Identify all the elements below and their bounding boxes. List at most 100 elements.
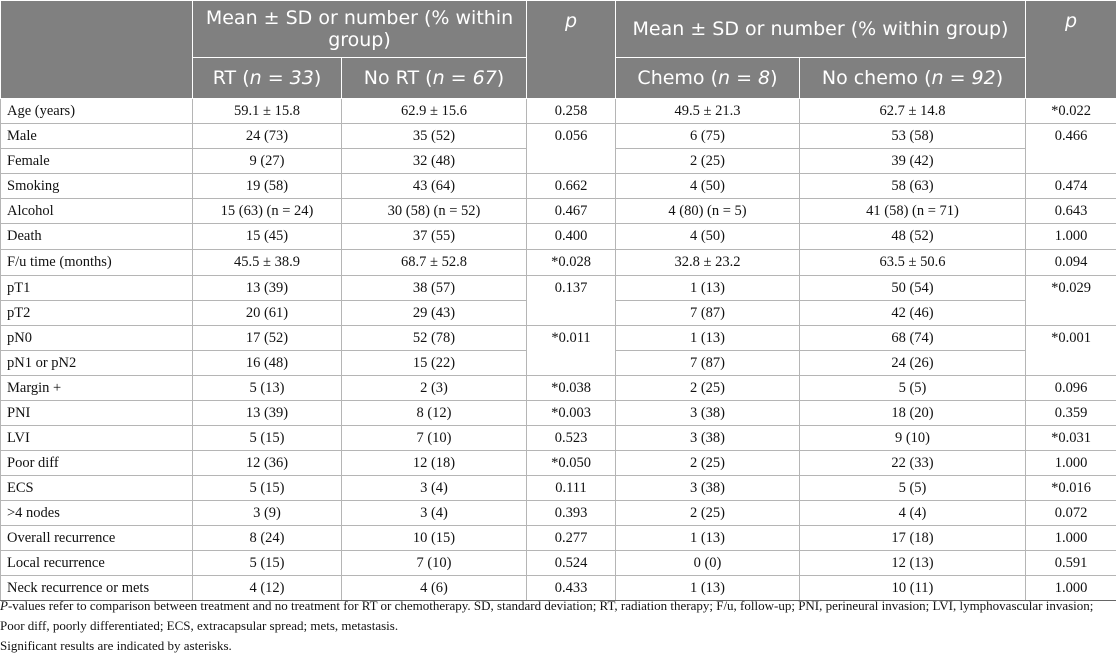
cell-rt: 4 (12) xyxy=(192,575,342,601)
cell-chemo: 7 (87) xyxy=(615,350,800,376)
cell-no-rt: 10 (15) xyxy=(341,525,527,551)
footnote-significance: Significant results are indicated by ast… xyxy=(0,638,232,653)
footnote-abbreviations-text: -values refer to comparison between trea… xyxy=(0,598,1094,633)
cell-p-chemo: 0.094 xyxy=(1025,249,1116,276)
row-label: Overall recurrence xyxy=(0,525,193,551)
cell-no-chemo: 18 (20) xyxy=(799,400,1026,426)
table-body: Age (years) 59.1 ± 15.8 62.9 ± 15.6 0.258 49… xyxy=(0,98,1116,601)
cell-no-chemo: 53 (58) xyxy=(799,123,1026,149)
header-group-rt: Mean ± SD or number (% within group) xyxy=(192,0,527,58)
table-row: Smoking 19 (58) 43 (64) 0.662 4 (50) 58 (63) 0… xyxy=(0,173,1116,199)
cell-no-rt: 12 (18) xyxy=(341,450,527,476)
cell-p-chemo: 0.643 xyxy=(1025,198,1116,224)
row-label: Death xyxy=(0,223,193,250)
cell-p-rt: 0.523 xyxy=(526,425,616,451)
cell-chemo: 3 (38) xyxy=(615,400,800,426)
cell-no-chemo: 9 (10) xyxy=(799,425,1026,451)
cell-rt: 8 (24) xyxy=(192,525,342,551)
header-no-rt: No RT (n = 67) xyxy=(341,57,527,99)
cell-no-rt: 37 (55) xyxy=(341,223,527,250)
cell-chemo: 0 (0) xyxy=(615,550,800,576)
cell-p-rt: 0.137 xyxy=(526,275,616,326)
cell-rt: 15 (45) xyxy=(192,223,342,250)
cell-chemo: 1 (13) xyxy=(615,575,800,601)
table-row: F/u time (months) 45.5 ± 38.9 68.7 ± 52.8 *… xyxy=(0,249,1116,276)
cell-chemo: 1 (13) xyxy=(615,525,800,551)
cell-p-rt: 0.277 xyxy=(526,525,616,551)
cell-p-rt: 0.056 xyxy=(526,123,616,174)
row-label: pN1 or pN2 xyxy=(0,350,193,376)
cell-no-chemo: 5 (5) xyxy=(799,375,1026,401)
header-rt-n: n = 33 xyxy=(249,67,314,89)
cell-rt: 5 (15) xyxy=(192,475,342,501)
cell-no-rt: 35 (52) xyxy=(341,123,527,149)
cell-p-chemo: 0.359 xyxy=(1025,400,1116,426)
header-chemo: Chemo (n = 8) xyxy=(615,57,800,99)
header-no-chemo: No chemo (n = 92) xyxy=(799,57,1026,99)
cell-chemo: 4 (50) xyxy=(615,173,800,199)
table-row: Neck recurrence or mets 4 (12) 4 (6) 0.433 1… xyxy=(0,575,1116,601)
table-row: ECS 5 (15) 3 (4) 0.111 3 (38) 5 (5) *0.016 xyxy=(0,475,1116,501)
row-label: pN0 xyxy=(0,325,193,351)
cell-p-chemo: 1.000 xyxy=(1025,575,1116,601)
cell-no-chemo: 42 (46) xyxy=(799,300,1026,326)
table-header: Mean ± SD or number (% within group) p M… xyxy=(0,0,1116,99)
cell-p-chemo: 0.072 xyxy=(1025,500,1116,526)
cell-p-chemo: *0.031 xyxy=(1025,425,1116,451)
cell-p-chemo: 0.466 xyxy=(1025,123,1116,174)
table-row: Age (years) 59.1 ± 15.8 62.9 ± 15.6 0.258 49… xyxy=(0,98,1116,124)
table-row: pT2 20 (61) 29 (43) 7 (87) 42 (46) xyxy=(0,300,1116,326)
cell-chemo: 2 (25) xyxy=(615,500,800,526)
header-p-rt: p xyxy=(526,0,616,99)
cell-no-rt: 8 (12) xyxy=(341,400,527,426)
cell-p-chemo: 0.096 xyxy=(1025,375,1116,401)
cell-p-rt: 0.467 xyxy=(526,198,616,224)
table-row: Overall recurrence 8 (24) 10 (15) 0.277 1 (1… xyxy=(0,525,1116,551)
cell-chemo: 32.8 ± 23.2 xyxy=(615,249,800,276)
cell-no-rt: 30 (58) (n = 52) xyxy=(341,198,527,224)
table-row: pN0 17 (52) 52 (78) *0.011 1 (13) 68 (74) *0.0… xyxy=(0,325,1116,376)
row-label: Margin + xyxy=(0,375,193,401)
header-no-rt-name: No RT xyxy=(363,67,420,89)
cell-chemo: 2 (25) xyxy=(615,148,800,174)
row-label: Age (years) xyxy=(0,98,193,124)
cell-chemo: 4 (50) xyxy=(615,223,800,250)
cell-rt: 13 (39) xyxy=(192,400,342,426)
cell-no-rt: 7 (10) xyxy=(341,425,527,451)
cell-no-rt: 4 (6) xyxy=(341,575,527,601)
cell-no-chemo: 5 (5) xyxy=(799,475,1026,501)
footnote-p-letter: P xyxy=(0,598,8,613)
table-row: Poor diff 12 (36) 12 (18) *0.050 2 (25) 22 (3… xyxy=(0,450,1116,476)
cell-no-chemo: 68 (74) xyxy=(799,325,1026,351)
header-no-chemo-n: n = 92 xyxy=(931,67,996,89)
cell-no-rt: 68.7 ± 52.8 xyxy=(341,249,527,276)
row-label: LVI xyxy=(0,425,193,451)
table-row: Male 24 (73) 35 (52) 0.056 6 (75) 53 (58) 0.46… xyxy=(0,123,1116,174)
header-chemo-name: Chemo xyxy=(637,67,705,89)
cell-p-rt: 0.111 xyxy=(526,475,616,501)
cell-p-chemo: 1.000 xyxy=(1025,525,1116,551)
row-label: F/u time (months) xyxy=(0,249,193,276)
cell-rt: 3 (9) xyxy=(192,500,342,526)
row-label: ECS xyxy=(0,475,193,501)
cell-p-chemo: 1.000 xyxy=(1025,223,1116,250)
cell-p-rt: 0.400 xyxy=(526,223,616,250)
table-row: Local recurrence 5 (15) 7 (10) 0.524 0 (0) 12… xyxy=(0,550,1116,576)
cell-rt: 19 (58) xyxy=(192,173,342,199)
row-label: Neck recurrence or mets xyxy=(0,575,193,601)
row-label: >4 nodes xyxy=(0,500,193,526)
row-label: pT1 xyxy=(0,275,193,301)
cell-rt: 15 (63) (n = 24) xyxy=(192,198,342,224)
cell-chemo: 2 (25) xyxy=(615,375,800,401)
cell-no-chemo: 58 (63) xyxy=(799,173,1026,199)
table-row: >4 nodes 3 (9) 3 (4) 0.393 2 (25) 4 (4) 0.072 xyxy=(0,500,1116,526)
cell-no-rt: 38 (57) xyxy=(341,275,527,301)
cell-no-chemo: 39 (42) xyxy=(799,148,1026,174)
cell-chemo: 4 (80) (n = 5) xyxy=(615,198,800,224)
cell-p-chemo: 0.474 xyxy=(1025,173,1116,199)
header-corner-cell xyxy=(0,0,193,99)
table-footnotes: P-values refer to comparison between tre… xyxy=(0,596,1110,656)
cell-no-chemo: 63.5 ± 50.6 xyxy=(799,249,1026,276)
table-row: pT1 13 (39) 38 (57) 0.137 1 (13) 50 (54) *0.02… xyxy=(0,275,1116,326)
cell-chemo: 49.5 ± 21.3 xyxy=(615,98,800,124)
